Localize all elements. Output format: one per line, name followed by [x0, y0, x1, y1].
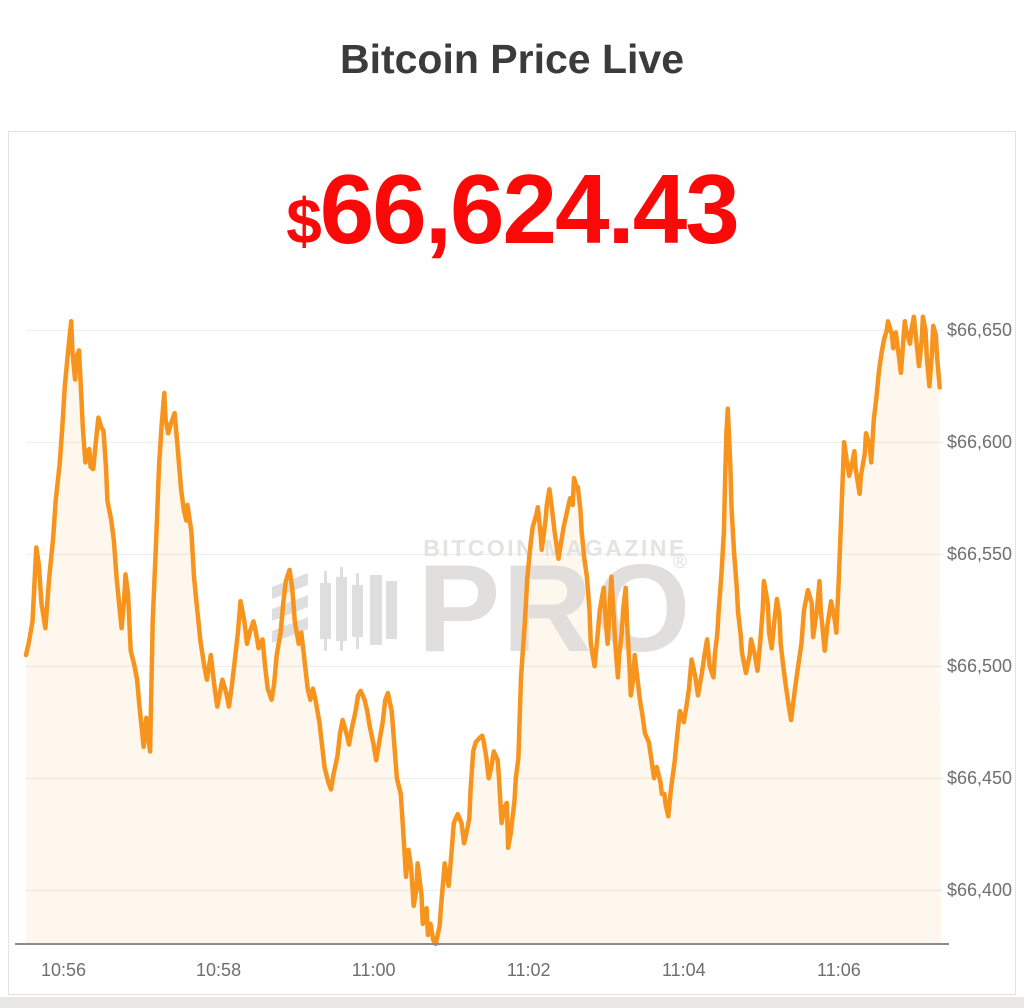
x-tick-label: 11:02 — [507, 960, 551, 980]
price-area-fill — [26, 316, 941, 944]
bitcoin-magazine-pro-watermark: BITCOIN MAGAZINE PRO ® — [272, 535, 693, 678]
x-tick-label: 11:04 — [662, 960, 706, 980]
live-price: $66,624.43 — [9, 160, 1015, 258]
price-line — [23, 314, 942, 947]
price-chart: BITCOIN MAGAZINE PRO ® $66,400$66,450$66… — [15, 314, 1012, 980]
axis-labels: $66,400 $66,450 $66,500 $66,550 $66,600 $66,6… — [41, 320, 1012, 980]
price-area — [26, 316, 941, 944]
price-line-path — [23, 314, 942, 947]
y-tick-label: $66,600 — [947, 432, 1012, 452]
chart-card: $66,624.43 BITCOIN MAGAZINE PRO ® — [8, 131, 1016, 995]
page-footer-strip — [0, 997, 1024, 1008]
y-tick-label: $66,400 — [947, 880, 1012, 900]
y-tick-label: $66,450 — [947, 768, 1012, 788]
registered-trademark-icon: ® — [673, 552, 687, 573]
page-title: Bitcoin Price Live — [339, 36, 685, 82]
x-tick-label: 10:56 — [41, 960, 86, 980]
x-tick-label: 10:58 — [196, 960, 241, 980]
y-tick-label: $66,550 — [947, 544, 1012, 564]
currency-symbol: $ — [286, 185, 322, 257]
watermark-pro-text: PRO — [418, 540, 693, 678]
y-tick-label: $66,500 — [947, 656, 1012, 676]
price-value: 66,624.43 — [319, 154, 740, 264]
x-tick-label: 11:00 — [352, 960, 396, 980]
y-tick-label: $66,650 — [947, 320, 1012, 340]
x-tick-label: 11:06 — [817, 960, 861, 980]
